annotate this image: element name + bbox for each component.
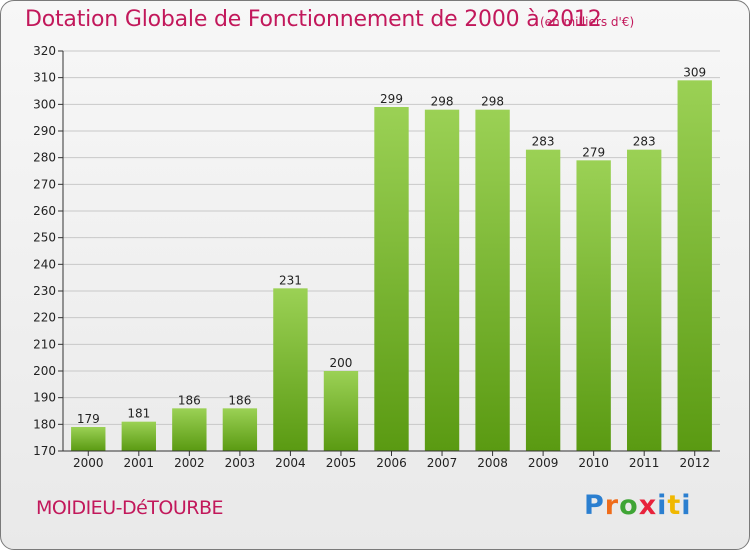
y-tick-label: 280 [33, 151, 56, 165]
logo-letter: t [667, 490, 682, 521]
bar [273, 288, 308, 451]
x-tick-label: 2001 [124, 456, 155, 470]
x-tick-label: 2002 [174, 456, 205, 470]
y-tick-label: 210 [33, 337, 56, 351]
y-tick-label: 300 [33, 97, 56, 111]
logo-letter: x [638, 490, 658, 521]
y-tick-label: 230 [33, 284, 56, 298]
x-tick-label: 2006 [376, 456, 407, 470]
x-tick-label: 2003 [225, 456, 256, 470]
x-tick-label: 2000 [73, 456, 104, 470]
x-tick-label: 2009 [528, 456, 559, 470]
y-tick-label: 250 [33, 231, 56, 245]
y-tick-label: 240 [33, 257, 56, 271]
bar [525, 149, 561, 451]
logo-letter: i [681, 490, 692, 521]
data-label: 279 [582, 145, 605, 159]
bar [627, 149, 662, 451]
y-tick-label: 200 [33, 364, 56, 378]
data-label: 231 [279, 273, 302, 287]
data-label: 179 [77, 412, 100, 426]
chart-title: Dotation Globale de Fonctionnement de 20… [25, 7, 602, 32]
data-label: 283 [633, 135, 656, 149]
y-tick-label: 260 [33, 204, 56, 218]
chart-unit: (en milliers d'€) [540, 15, 635, 29]
bar [323, 371, 359, 451]
bar [475, 109, 510, 452]
x-tick-label: 2004 [275, 456, 306, 470]
bar [374, 107, 409, 451]
logo-letter: o [619, 490, 639, 521]
y-tick-label: 270 [33, 177, 56, 191]
x-tick-label: 2005 [326, 456, 357, 470]
proxiti-logo: Proxiti [584, 490, 692, 521]
logo-letter: P [584, 490, 605, 521]
data-label: 298 [481, 95, 504, 109]
x-tick-label: 2008 [477, 456, 508, 470]
data-label: 309 [683, 65, 706, 79]
y-tick-label: 290 [33, 124, 56, 138]
bar [677, 80, 712, 451]
bar [424, 109, 460, 452]
data-label: 200 [330, 356, 353, 370]
x-tick-label: 2011 [629, 456, 660, 470]
y-tick-label: 320 [33, 44, 56, 58]
x-tick-label: 2007 [427, 456, 458, 470]
logo-letter: r [604, 490, 620, 521]
x-tick-label: 2010 [578, 456, 609, 470]
logo-letter: i [657, 490, 668, 521]
data-label: 298 [431, 95, 454, 109]
bars: 179 181 186 186 231 200 299 298 298 283 279 283 309 [71, 65, 712, 452]
y-tick-label: 180 [33, 417, 56, 431]
bar [172, 408, 207, 451]
bar [222, 408, 258, 451]
y-tick-label: 170 [33, 444, 56, 458]
y-tick-label: 190 [33, 391, 56, 405]
y-tick-label: 220 [33, 311, 56, 325]
axes: 170 180 190 200 210 220 230 240 250 260 270 280 290 3… [33, 44, 720, 470]
data-label: 181 [127, 407, 150, 421]
bar [71, 427, 106, 451]
data-label: 186 [178, 393, 201, 407]
y-tick-label: 310 [33, 71, 56, 85]
bar [121, 421, 156, 451]
data-label: 283 [532, 135, 555, 149]
bar [576, 160, 611, 452]
commune-name: MOIDIEU-DéTOURBE [36, 497, 223, 519]
data-label: 186 [228, 393, 251, 407]
x-tick-label: 2012 [679, 456, 710, 470]
data-label: 299 [380, 92, 403, 106]
